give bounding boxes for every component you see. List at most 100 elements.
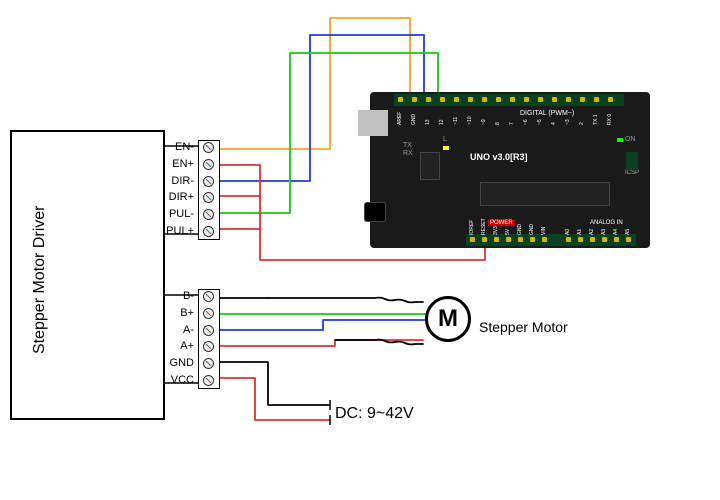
arduino-uno-board: ON L TX RX UNO v3.0[R3] DIGITAL (PWM~) A… <box>370 92 650 248</box>
lower-pin-hole <box>518 237 523 242</box>
lower-pin-label: A2 <box>589 229 595 235</box>
lower-pin-label: A1 <box>577 229 583 235</box>
stepper-motor-label: Stepper Motor <box>479 319 568 335</box>
tx-label: TX <box>403 142 412 149</box>
icsp-header <box>626 152 638 170</box>
digital-header-label: DIGITAL (PWM~) <box>520 110 574 117</box>
digital-pin-label: 7 <box>509 122 515 125</box>
digital-pin-label: 8 <box>495 122 501 125</box>
terminal-screw <box>203 325 214 336</box>
digital-pin-hole <box>594 97 599 102</box>
digital-pin-hole <box>454 97 459 102</box>
lower-pin-hole <box>614 237 619 242</box>
digital-pin-hole <box>482 97 487 102</box>
lower-pin-label: 3V3 <box>493 226 499 235</box>
digital-pin-hole <box>398 97 403 102</box>
atmega-chip-icon <box>480 182 610 206</box>
pin-label-pul-minusplus: PUL+ <box>160 225 194 237</box>
lower-pin-hole <box>602 237 607 242</box>
digital-pin-label: 13 <box>425 119 431 125</box>
lower-pin-hole <box>482 237 487 242</box>
rx-label: RX <box>403 150 413 157</box>
analog-header-label: ANALOG IN <box>590 220 623 226</box>
l-led-label: L <box>443 136 447 143</box>
lower-pin-hole <box>506 237 511 242</box>
lower-pin-label: A5 <box>625 229 631 235</box>
terminal-block-power <box>198 289 220 389</box>
digital-pin-hole <box>412 97 417 102</box>
small-chip-icon <box>420 152 440 180</box>
digital-pin-hole <box>608 97 613 102</box>
digital-pin-label: ~5 <box>537 119 543 125</box>
digital-pin-label: 4 <box>551 122 557 125</box>
lower-pin-hole <box>542 237 547 242</box>
lower-pin-label: A4 <box>613 229 619 235</box>
terminal-screw <box>203 375 214 386</box>
digital-pin-hole <box>538 97 543 102</box>
lower-pin-label: GND <box>517 224 523 235</box>
terminal-screw <box>203 226 214 237</box>
pin-label-a-minus: A- <box>160 324 194 336</box>
lower-pin-label: 5V <box>505 229 511 235</box>
lower-pin-hole <box>566 237 571 242</box>
pin-label-b-minusplus: B+ <box>160 307 194 319</box>
digital-pin-label: ~3 <box>565 119 571 125</box>
pin-label-b-minus: B- <box>160 290 194 302</box>
motor-letter: M <box>438 305 458 333</box>
on-led-icon <box>617 138 623 142</box>
stepper-motor-symbol: M <box>425 296 471 342</box>
digital-pin-hole <box>566 97 571 102</box>
dc-voltage-label: DC: 9~42V <box>335 405 414 423</box>
lower-pin-hole <box>470 237 475 242</box>
lower-pin-label: A3 <box>601 229 607 235</box>
digital-pin-label: AREF <box>397 112 403 125</box>
terminal-screw <box>203 308 214 319</box>
l-led-icon <box>443 146 449 150</box>
lower-pin-hole <box>578 237 583 242</box>
stepper-driver-title: Stepper Motor Driver <box>31 194 49 354</box>
pin-label-dir-minus: DIR- <box>160 175 194 187</box>
digital-pin-hole <box>510 97 515 102</box>
digital-pin-hole <box>468 97 473 102</box>
lower-pin-label: IOREF <box>469 220 475 235</box>
digital-pin-label: 12 <box>439 119 445 125</box>
lower-pin-label: GND <box>529 224 535 235</box>
terminal-screw <box>203 176 214 187</box>
terminal-screw <box>203 358 214 369</box>
pin-label-pul-minus: PUL- <box>160 208 194 220</box>
lower-pin-hole <box>590 237 595 242</box>
digital-pin-label: RX 0 <box>607 114 613 125</box>
pin-label-gnd: GND <box>160 357 194 369</box>
lower-pin-label: A0 <box>565 229 571 235</box>
terminal-screw <box>203 209 214 220</box>
pin-label-en-minus: EN- <box>160 141 194 153</box>
pin-label-en-minusplus: EN+ <box>160 158 194 170</box>
digital-pin-hole <box>552 97 557 102</box>
digital-pin-hole <box>440 97 445 102</box>
uno-label: UNO v3.0[R3] <box>470 152 528 162</box>
pin-label-dir-minusplus: DIR+ <box>160 191 194 203</box>
power-header-label: POWER <box>488 220 515 226</box>
pin-label-vcc: VCC <box>160 374 194 386</box>
pin-label-a-minusplus: A+ <box>160 340 194 352</box>
digital-pin-label: 2 <box>579 122 585 125</box>
digital-pin-label: TX 1 <box>593 114 599 125</box>
lower-pin-label: VIN <box>541 227 547 235</box>
lower-pin-header <box>466 234 636 246</box>
icsp-label: ICSP <box>625 170 639 176</box>
on-led-label: ON <box>625 136 636 143</box>
lower-pin-hole <box>626 237 631 242</box>
digital-pin-hole <box>524 97 529 102</box>
digital-pin-hole <box>496 97 501 102</box>
usb-port-icon <box>358 110 388 136</box>
lower-pin-hole <box>494 237 499 242</box>
digital-pin-hole <box>580 97 585 102</box>
terminal-screw <box>203 159 214 170</box>
digital-pin-label: GND <box>411 114 417 125</box>
digital-pin-label: ~10 <box>467 117 473 125</box>
lower-pin-hole <box>530 237 535 242</box>
dc-jack-icon <box>364 202 386 222</box>
terminal-block-control <box>198 140 220 240</box>
digital-pin-label: ~6 <box>523 119 529 125</box>
digital-pin-label: ~9 <box>481 119 487 125</box>
